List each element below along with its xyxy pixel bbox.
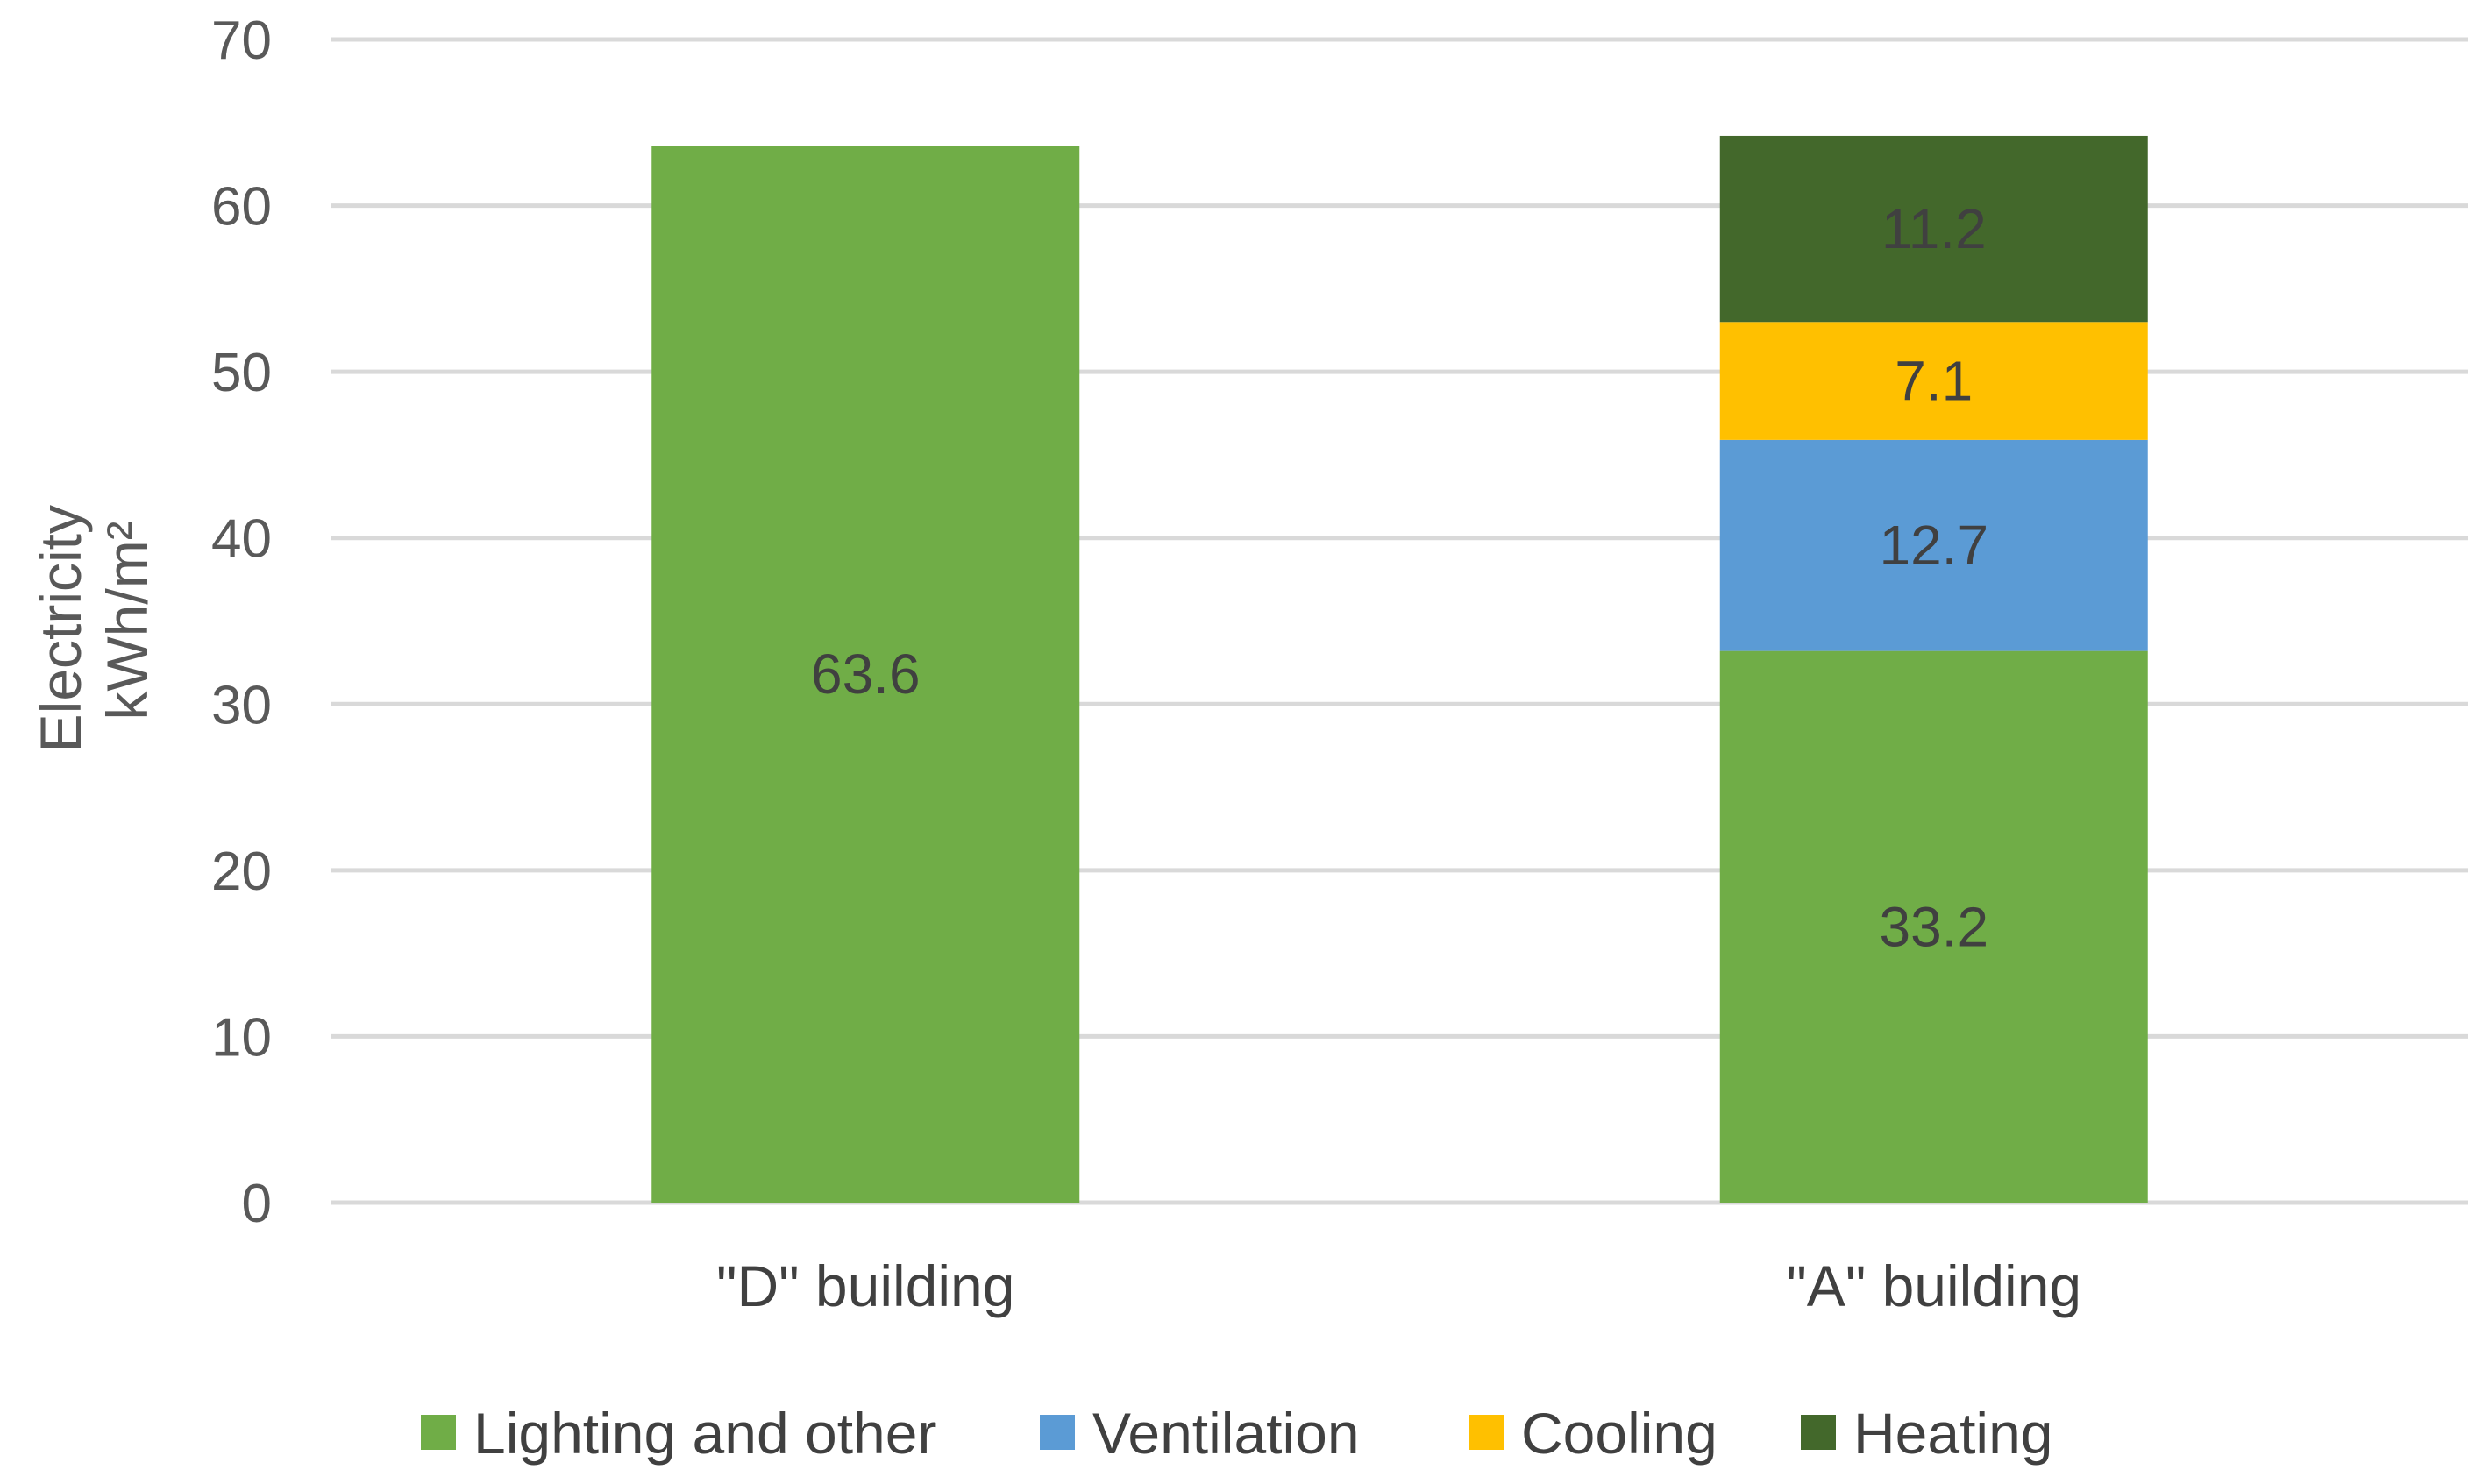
data-label-a-building-heating: 11.2 [1881,197,1987,260]
y-axis-ticks: 0 10 20 30 40 50 60 70 [211,11,272,1234]
legend: Lighting and other Ventilation Cooling Heat… [421,1401,2053,1466]
legend-label-lighting-and-other: Lighting and other [473,1401,936,1466]
bar-d-building-lighting-and-other [651,146,1080,1204]
legend-label-heating: Heating [1853,1401,2053,1466]
y-tick-label: 0 [242,1174,272,1234]
bars [651,135,2148,1204]
y-tick-label: 60 [211,177,272,238]
legend-label-ventilation: Ventilation [1092,1401,1360,1466]
bar-a-building-ventilation [1719,439,2148,651]
x-axis-categories: "D" building "A" building [716,1253,2081,1318]
y-tick-label: 20 [211,841,272,902]
legend-swatch-heating [1801,1415,1836,1450]
y-tick-label: 10 [211,1007,272,1068]
data-label-d-building-lighting-and-other: 63.6 [811,643,921,706]
x-category-label: "A" building [1786,1253,2081,1318]
legend-swatch-ventilation [1040,1415,1075,1450]
y-tick-label: 30 [211,675,272,735]
data-label-a-building-cooling: 7.1 [1895,350,1973,413]
y-tick-label: 50 [211,343,272,403]
x-category-label: "D" building [716,1253,1014,1318]
bar-a-building-heating [1719,135,2148,323]
y-tick-label: 70 [211,11,272,71]
data-label-a-building-ventilation: 12.7 [1879,514,1988,577]
data-label-a-building-lighting-and-other: 33.2 [1879,895,1988,958]
legend-swatch-cooling [1469,1415,1504,1450]
bar-a-building-cooling [1719,322,2148,440]
legend-swatch-lighting-and-other [421,1415,456,1450]
y-axis-title: Electricity kWh/m² [28,489,160,753]
legend-label-cooling: Cooling [1521,1401,1717,1466]
y-tick-label: 40 [211,509,272,570]
y-axis-title-line2: kWh/m² [95,521,160,720]
y-axis-title-line1: Electricity [28,505,93,752]
data-labels: 63.6 33.2 12.7 7.1 11.2 [811,197,1988,958]
bar-a-building-lighting-and-other [1719,650,2148,1203]
